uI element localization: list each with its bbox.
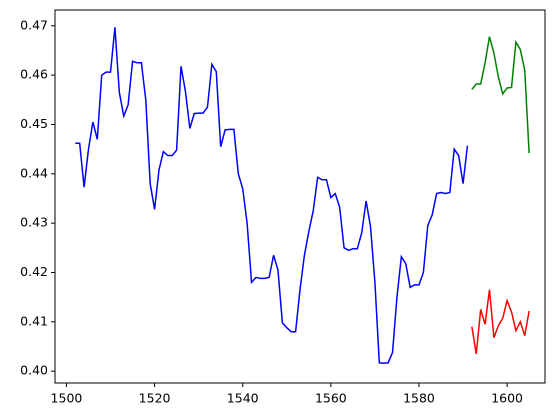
- series-line: [471, 289, 530, 355]
- x-tick-label: 1500: [51, 391, 83, 406]
- x-tick-label: 1580: [403, 391, 435, 406]
- x-tick-label: 1520: [139, 391, 171, 406]
- y-tick-label: 0.43: [20, 215, 48, 230]
- y-tick-label: 0.46: [20, 67, 48, 82]
- y-tick-label: 0.47: [20, 17, 48, 32]
- y-tick-label: 0.44: [20, 165, 48, 180]
- y-tick-label: 0.41: [20, 313, 48, 328]
- x-tick-label: 1600: [491, 391, 523, 406]
- y-tick-label: 0.40: [20, 363, 48, 378]
- plot-frame: [54, 9, 546, 384]
- x-tick-label: 1540: [227, 391, 259, 406]
- series-line: [471, 36, 530, 154]
- series-line: [75, 27, 469, 365]
- y-tick-label: 0.45: [20, 116, 48, 131]
- x-tick-label: 1560: [315, 391, 347, 406]
- y-tick-label: 0.42: [20, 264, 48, 279]
